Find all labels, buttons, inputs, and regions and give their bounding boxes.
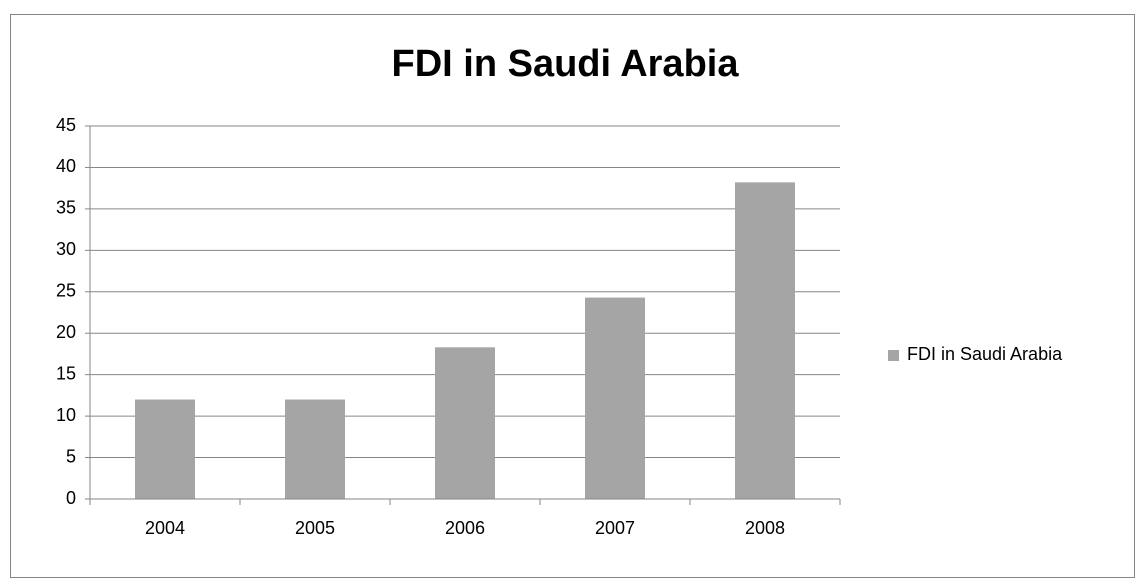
y-tick-label: 10 — [56, 405, 76, 425]
x-tick-label: 2008 — [745, 518, 785, 538]
legend-label: FDI in Saudi Arabia — [907, 344, 1063, 364]
y-tick-label: 20 — [56, 322, 76, 342]
y-tick-label: 5 — [66, 446, 76, 466]
y-tick-label: 15 — [56, 363, 76, 383]
x-tick-label: 2006 — [445, 518, 485, 538]
x-tick-label: 2005 — [295, 518, 335, 538]
bar — [285, 399, 345, 499]
y-tick-label: 45 — [56, 115, 76, 135]
x-tick-label: 2007 — [595, 518, 635, 538]
y-tick-label: 40 — [56, 156, 76, 176]
x-tick-label: 2004 — [145, 518, 185, 538]
y-tick-label: 0 — [66, 488, 76, 508]
y-tick-label: 25 — [56, 281, 76, 301]
y-tick-label: 35 — [56, 198, 76, 218]
legend-swatch — [888, 350, 899, 361]
chart-border — [10, 14, 1135, 578]
bar — [435, 347, 495, 499]
chart-title: FDI in Saudi Arabia — [392, 43, 740, 85]
bar — [135, 399, 195, 499]
y-tick-label: 30 — [56, 239, 76, 259]
bar — [585, 297, 645, 499]
bar — [735, 182, 795, 499]
